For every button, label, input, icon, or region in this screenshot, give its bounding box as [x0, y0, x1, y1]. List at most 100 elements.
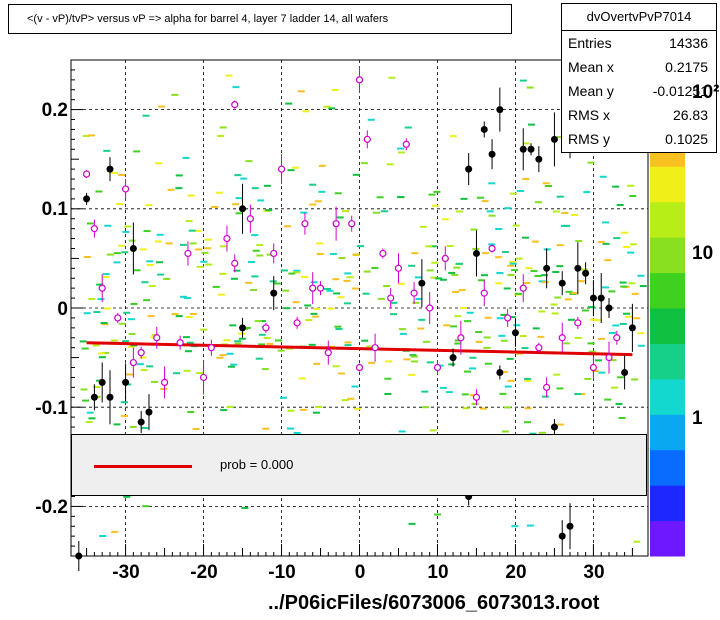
black-point	[605, 304, 613, 312]
heatmap-cell	[188, 229, 196, 232]
heatmap-cell	[116, 203, 124, 206]
heatmap-cell	[238, 332, 246, 335]
heatmap-cell	[293, 271, 301, 274]
black-point	[527, 145, 535, 153]
heatmap-cell	[83, 312, 91, 315]
heatmap-cell	[515, 257, 523, 260]
heatmap-cell	[556, 195, 564, 198]
heatmap-cell	[126, 373, 134, 376]
black-point	[628, 324, 636, 332]
open-point	[176, 339, 184, 347]
heatmap-cell	[142, 505, 150, 508]
heatmap-cell	[504, 207, 512, 210]
heatmap-cell	[80, 388, 88, 391]
heatmap-cell	[332, 278, 340, 281]
heatmap-cell	[531, 240, 539, 243]
heatmap-cell	[297, 90, 305, 93]
heatmap-cell	[398, 328, 406, 331]
heatmap-cell	[113, 423, 121, 426]
heatmap-cell	[500, 313, 508, 316]
heatmap-cell	[233, 269, 241, 272]
heatmap-cell	[637, 274, 645, 277]
black-point	[550, 135, 558, 143]
heatmap-cell	[146, 365, 154, 368]
heatmap-cell	[552, 270, 560, 273]
open-point	[262, 324, 270, 332]
open-point	[293, 319, 301, 327]
heatmap-cell	[367, 118, 375, 121]
color-scale-band	[650, 414, 685, 451]
heatmap-cell	[82, 134, 90, 137]
heatmap-cell	[470, 228, 478, 231]
heatmap-cell	[361, 339, 369, 342]
heatmap-cell	[201, 251, 209, 254]
heatmap-cell	[368, 361, 376, 364]
heatmap-cell	[499, 392, 507, 395]
heatmap-cell	[616, 203, 624, 206]
heatmap-cell	[183, 369, 191, 372]
open-point	[355, 76, 364, 84]
heatmap-cell	[245, 281, 253, 284]
heatmap-cell	[500, 371, 508, 374]
chart-title: <(v - vP)/tvP> versus vP => alpha for ba…	[8, 4, 512, 34]
open-point	[270, 249, 278, 258]
stats-name: dvOvertvPvP7014	[562, 4, 716, 31]
heatmap-cell	[637, 344, 645, 347]
heatmap-cell	[266, 342, 274, 345]
open-point	[324, 349, 332, 357]
heatmap-cell	[476, 196, 484, 199]
heatmap-cell	[612, 185, 620, 188]
heatmap-cell	[608, 290, 616, 293]
heatmap-cell	[584, 377, 592, 380]
heatmap-cell	[577, 280, 585, 283]
heatmap-cell	[550, 303, 558, 306]
heatmap-cell	[583, 191, 591, 194]
heatmap-cell	[542, 182, 550, 185]
heatmap-cell	[429, 245, 437, 248]
heatmap-cell	[446, 244, 454, 247]
heatmap-cell	[314, 200, 322, 203]
heatmap-cell	[598, 337, 606, 340]
heatmap-cell	[226, 352, 234, 355]
heatmap-cell	[269, 280, 277, 283]
y-tick-label: 0.1	[41, 199, 68, 220]
heatmap-cell	[422, 406, 430, 409]
heatmap-cell	[247, 261, 255, 264]
heatmap-cell	[141, 426, 149, 429]
heatmap-cell	[175, 174, 183, 177]
heatmap-cell	[171, 313, 179, 316]
black-point	[558, 532, 566, 540]
black-point	[589, 294, 597, 302]
heatmap-cell	[524, 421, 532, 424]
heatmap-cell	[631, 378, 639, 381]
heatmap-cell	[313, 307, 321, 310]
heatmap-cell	[380, 210, 388, 213]
heatmap-cell	[633, 540, 641, 543]
heatmap-cell	[384, 392, 392, 395]
heatmap-cell	[602, 286, 610, 289]
heatmap-cell	[482, 252, 490, 255]
heatmap-cell	[441, 218, 449, 221]
heatmap-cell	[469, 394, 477, 397]
heatmap-cell	[93, 311, 101, 314]
heatmap-cell	[450, 325, 458, 328]
black-point	[582, 269, 590, 277]
heatmap-cell	[507, 379, 515, 382]
heatmap-cell	[515, 292, 523, 295]
heatmap-cell	[234, 340, 242, 343]
heatmap-cell	[308, 343, 316, 346]
heatmap-cell	[258, 333, 266, 336]
heatmap-cell	[529, 432, 537, 435]
heatmap-cell	[344, 272, 352, 275]
heatmap-cell	[501, 430, 509, 433]
heatmap-cell	[425, 245, 433, 248]
heatmap-cell	[187, 194, 195, 197]
heatmap-cell	[556, 244, 564, 247]
black-point	[239, 324, 247, 332]
heatmap-cell	[274, 339, 282, 342]
heatmap-cell	[305, 319, 313, 322]
open-point	[363, 135, 371, 143]
black-point	[137, 418, 145, 426]
heatmap-cell	[612, 324, 620, 327]
open-point	[543, 383, 551, 391]
